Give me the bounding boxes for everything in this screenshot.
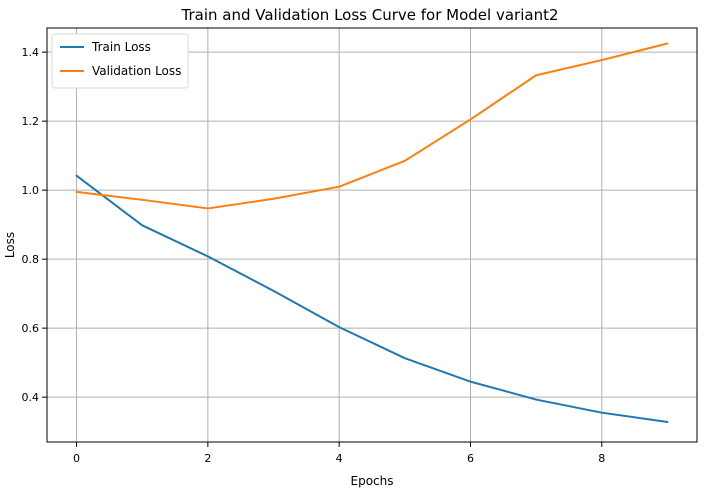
y-tick-label: 0.6 xyxy=(22,322,40,335)
plot-area-frame xyxy=(46,27,698,443)
y-tick-label: 1.2 xyxy=(22,115,40,128)
y-tick-label: 1.0 xyxy=(22,184,40,197)
legend-label-train-loss: Train Loss xyxy=(91,40,151,54)
y-tick-label: 0.4 xyxy=(22,391,40,404)
train-loss-line xyxy=(75,174,669,423)
legend-box xyxy=(51,33,189,89)
validation-loss-line xyxy=(75,42,669,210)
x-tick-label: 0 xyxy=(73,452,80,465)
y-tick-label: 1.4 xyxy=(22,46,40,59)
y-axis-label: Loss xyxy=(3,232,17,258)
x-tick-label: 8 xyxy=(598,452,605,465)
y-tick-label: 0.8 xyxy=(22,253,40,266)
legend: Train Loss Validation Loss xyxy=(51,33,189,89)
series-layer xyxy=(75,42,669,423)
x-axis-label: Epochs xyxy=(351,474,394,488)
x-tick-label: 6 xyxy=(467,452,474,465)
x-tick-label: 4 xyxy=(336,452,343,465)
chart-title: Train and Validation Loss Curve for Mode… xyxy=(181,6,559,24)
x-tick-label: 2 xyxy=(204,452,211,465)
ticks-layer: 0 2 4 6 8 0.4 0.6 0.8 1.0 1.2 1.4 xyxy=(22,46,606,465)
grid-layer xyxy=(47,28,697,442)
legend-label-validation-loss: Validation Loss xyxy=(92,64,181,78)
